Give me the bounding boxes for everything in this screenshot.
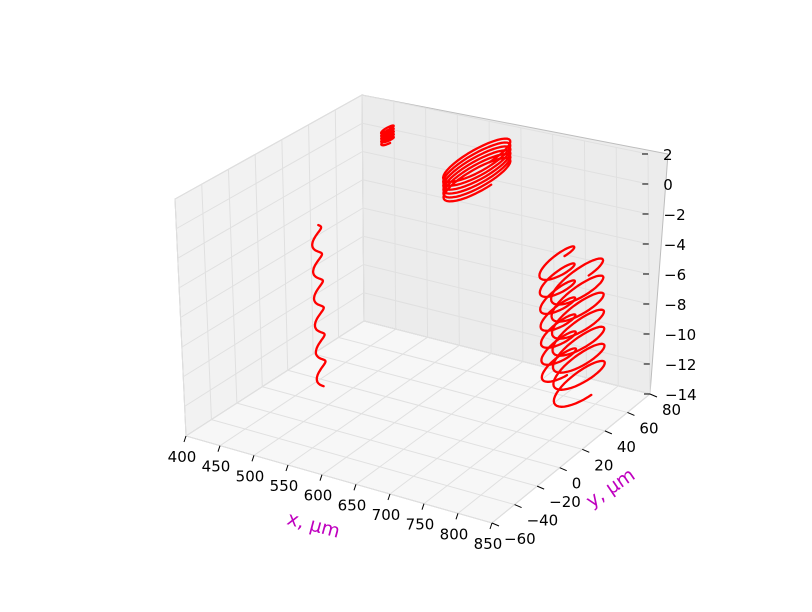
y-tick-mark	[604, 430, 613, 435]
y-tick-label: 40	[617, 438, 636, 456]
y-tick-label: 60	[639, 419, 658, 437]
x-tick-label: 850	[474, 535, 503, 553]
x-tick-mark	[387, 493, 391, 501]
x-tick-mark	[455, 513, 459, 520]
y-tick-mark	[559, 467, 567, 472]
trajectory-line-5	[549, 257, 606, 408]
z-gridline	[180, 207, 650, 318]
y-tick-mark	[536, 485, 545, 490]
x-tick-mark	[421, 503, 425, 510]
z-tick-label: −10	[665, 326, 697, 344]
axes-panes	[174, 94, 669, 524]
z-gridline	[184, 292, 650, 407]
z-tick-label: −12	[665, 356, 697, 374]
y-tick-label: 0	[572, 475, 582, 493]
tick-marks	[183, 153, 658, 530]
z-gridline	[177, 150, 649, 259]
y-tick-mark	[582, 448, 590, 453]
trajectory-line-1	[379, 124, 395, 147]
y-tick-mark	[514, 504, 522, 509]
y-tick-label: 80	[662, 401, 681, 419]
y-tick-mark	[627, 411, 635, 416]
series-layer	[311, 124, 606, 408]
z-gridline	[178, 179, 649, 289]
trajectory-line-3	[311, 223, 327, 388]
trajectory-line-2	[441, 137, 512, 203]
y-tick-mark	[649, 393, 658, 398]
z-tick-label: −4	[664, 236, 686, 254]
y-tick-mark	[491, 522, 500, 527]
x-tick-mark	[353, 484, 357, 491]
z-tick-label: −6	[664, 266, 686, 284]
x-tick-label: 400	[168, 448, 197, 466]
z-gridline	[174, 94, 649, 200]
x-tick-label: 450	[202, 458, 231, 476]
x-tick-label: 650	[338, 496, 367, 514]
z-gridline	[181, 235, 650, 348]
grid-lines	[174, 94, 651, 524]
x-tick-label: 600	[304, 487, 333, 505]
y-tick-label: −20	[549, 493, 581, 511]
x-tick-mark	[285, 464, 289, 472]
x-tick-mark	[217, 445, 221, 452]
z-tick-label: 2	[663, 146, 673, 164]
x-axis-label: x, μm	[285, 508, 343, 543]
x-tick-label: 700	[372, 506, 401, 524]
y-tick-label: 20	[594, 456, 613, 474]
z-tick-label: −8	[664, 296, 686, 314]
x-tick-mark	[251, 455, 255, 462]
x-tick-mark	[319, 474, 323, 481]
x-tick-mark	[489, 522, 493, 530]
y-tick-label: −60	[504, 530, 536, 548]
x-tick-mark	[183, 435, 187, 443]
x-tick-label: 500	[236, 467, 265, 485]
z-tick-label: −14	[665, 386, 697, 404]
y-tick-label: −40	[527, 512, 559, 530]
z-tick-label: −2	[664, 206, 686, 224]
trajectory-line-4	[538, 245, 578, 383]
x-tick-label: 800	[440, 525, 469, 543]
x-tick-label: 750	[406, 516, 435, 534]
z-gridline	[176, 122, 649, 230]
x-tick-label: 550	[270, 477, 299, 495]
z-tick-label: 0	[663, 176, 673, 194]
